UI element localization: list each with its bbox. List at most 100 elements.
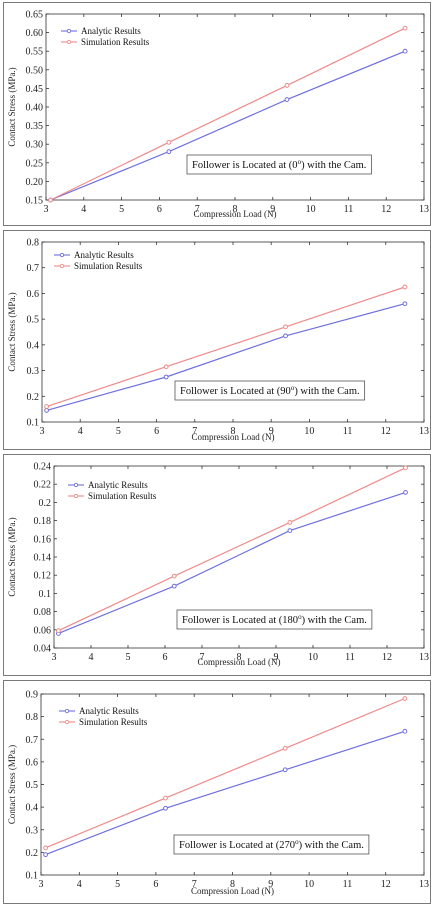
x-tick-label: 11 xyxy=(343,426,353,437)
legend-label: Analytic Results xyxy=(74,250,134,260)
y-tick-label: 0.30 xyxy=(26,140,44,151)
annotation-box xyxy=(173,834,370,855)
y-tick-label: 0.1 xyxy=(39,589,52,600)
y-tick-label: 0.6 xyxy=(27,289,40,300)
y-tick-label: 0.24 xyxy=(34,462,52,473)
x-tick-label: 6 xyxy=(157,204,162,215)
y-tick-label: 0.14 xyxy=(34,553,52,564)
data-point xyxy=(284,83,290,88)
y-tick-label: 0.22 xyxy=(34,480,52,491)
y-tick-label: 0.8 xyxy=(26,712,39,723)
y-tick-label: 0.45 xyxy=(26,84,44,95)
data-point xyxy=(43,845,48,851)
x-tick-label: 13 xyxy=(419,879,429,890)
x-tick-label: 11 xyxy=(344,204,354,215)
y-tick-label: 0.8 xyxy=(27,238,40,249)
y-tick-label: 0.3 xyxy=(27,366,40,377)
legend-marker xyxy=(73,482,79,488)
chart-panel-270deg: 3 4 5 6 7 8 9 10 11 12 13 0.1 0.2 0.3 0.4 0.5 0.6 0.7 0.8 0… xyxy=(3,680,431,904)
x-tick-label: 5 xyxy=(116,426,121,437)
y-tick-label: 0.40 xyxy=(26,103,44,114)
data-point xyxy=(402,728,408,734)
y-tick-label: 0.4 xyxy=(26,803,39,814)
x-axis-label: Compression Load (N) xyxy=(191,886,274,896)
legend-label: Analytic Results xyxy=(79,706,139,716)
x-tick-label: 4 xyxy=(89,652,94,663)
x-axis-label: Compression Load (N) xyxy=(194,209,277,219)
y-tick-label: 0.08 xyxy=(34,607,52,618)
x-tick-label: 6 xyxy=(153,879,158,890)
data-point xyxy=(287,520,293,525)
x-tick-label: 9 xyxy=(269,426,274,437)
data-point xyxy=(171,583,177,589)
x-tick-label: 13 xyxy=(419,204,429,215)
series-line xyxy=(45,697,406,849)
x-tick-label: 4 xyxy=(81,204,86,215)
chart-panel-180deg: 3 4 5 6 7 8 9 10 11 12 13 0.04 0.06 0.08 0.1 0.12 0.14 0.… xyxy=(3,454,431,676)
x-tick-label: 8 xyxy=(230,879,235,890)
data-point xyxy=(166,149,172,155)
y-tick-label: 0.5 xyxy=(27,315,40,326)
y-tick-label: 0.06 xyxy=(34,625,52,636)
annotation-box xyxy=(176,609,373,630)
series-line xyxy=(58,467,406,632)
y-tick-label: 0.55 xyxy=(26,47,44,58)
series-line xyxy=(46,303,406,411)
legend-label: Simulation Results xyxy=(74,261,143,271)
chart-panel-90deg: 3 4 5 6 7 8 9 10 11 12 13 0.1 0.2 0.3 0.4 0.5 0.6 0.7 0.8 C… xyxy=(3,230,431,450)
orientation-annotation: Follower is Located at (180o) with the C… xyxy=(182,613,367,626)
chart-panel-0deg: 3 4 5 6 7 8 9 10 11 12 13 0.15 0.20 0.25 0.30 0.35 0.40 0… xyxy=(3,2,431,226)
legend-marker xyxy=(59,263,65,269)
y-tick-label: 0.1 xyxy=(27,418,40,429)
x-tick-label: 7 xyxy=(195,204,200,215)
orientation-annotation: Follower is Located at (90o) with the Ca… xyxy=(180,384,360,397)
orientation-annotation: Follower is Located at (0o) with the Cam… xyxy=(192,158,366,171)
x-tick-label: 5 xyxy=(119,204,124,215)
x-tick-label: 7 xyxy=(192,426,197,437)
series-line xyxy=(45,730,405,856)
legend-marker xyxy=(59,252,65,258)
x-tick-label: 8 xyxy=(231,426,236,437)
data-point xyxy=(163,795,168,801)
contact-stress-chart-0deg: 3 4 5 6 7 8 9 10 11 12 13 0.15 0.20 0.25 0.30 0.35 0.40 0… xyxy=(7,10,429,220)
y-tick-label: 0.1 xyxy=(26,871,39,882)
data-point xyxy=(283,333,288,339)
legend-marker xyxy=(66,28,72,34)
data-point xyxy=(282,767,288,773)
x-tick-label: 12 xyxy=(381,879,391,890)
data-point xyxy=(402,284,408,290)
x-tick-label: 7 xyxy=(200,652,205,663)
x-tick-label: 7 xyxy=(192,879,197,890)
x-tick-label: 5 xyxy=(126,652,131,663)
data-point xyxy=(402,48,408,54)
x-tick-label: 10 xyxy=(304,426,314,437)
data-point xyxy=(43,852,48,858)
x-tick-label: 12 xyxy=(382,652,392,663)
x-tick-label: 12 xyxy=(381,204,391,215)
y-tick-label: 0.12 xyxy=(34,571,52,582)
y-tick-label: 0.2 xyxy=(39,498,52,509)
legend-label: Analytic Results xyxy=(81,26,141,36)
x-tick-label: 5 xyxy=(115,879,120,890)
x-tick-label: 9 xyxy=(268,879,273,890)
data-point xyxy=(287,528,293,534)
x-tick-label: 13 xyxy=(419,426,429,437)
x-tick-label: 3 xyxy=(39,879,44,890)
x-tick-label: 6 xyxy=(163,652,168,663)
y-tick-label: 0.35 xyxy=(26,121,44,132)
contact-stress-chart-270deg: 3 4 5 6 7 8 9 10 11 12 13 0.1 0.2 0.3 0.4 0.5 0.6 0.7 0.8 0… xyxy=(7,690,429,897)
annotation-box xyxy=(174,380,366,401)
legend-marker xyxy=(73,493,79,499)
x-tick-label: 9 xyxy=(274,652,279,663)
data-point xyxy=(163,364,169,370)
y-axis-label: Contact Stress (MPa.) xyxy=(7,745,17,824)
x-tick-label: 11 xyxy=(343,879,353,890)
contact-stress-chart-90deg: 3 4 5 6 7 8 9 10 11 12 13 0.1 0.2 0.3 0.4 0.5 0.6 0.7 0.8 C… xyxy=(7,238,429,443)
x-tick-label: 11 xyxy=(345,652,355,663)
y-tick-label: 0.7 xyxy=(26,735,39,746)
data-point xyxy=(44,408,49,413)
legend-marker xyxy=(64,708,70,714)
y-tick-label: 0.60 xyxy=(26,28,44,39)
data-point xyxy=(166,139,172,145)
x-tick-label: 10 xyxy=(308,652,318,663)
